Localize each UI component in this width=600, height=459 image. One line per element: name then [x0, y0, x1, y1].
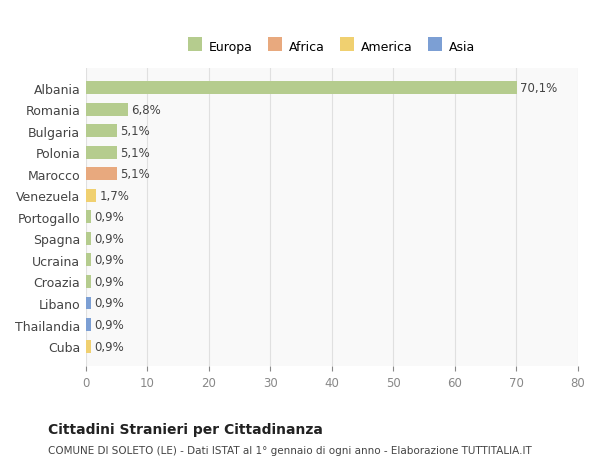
- Text: 0,9%: 0,9%: [94, 297, 124, 310]
- Bar: [86, 319, 91, 331]
- Bar: [86, 103, 128, 117]
- Bar: [86, 82, 517, 95]
- Text: 0,9%: 0,9%: [94, 340, 124, 353]
- Text: 6,8%: 6,8%: [131, 103, 160, 117]
- Text: 0,9%: 0,9%: [94, 275, 124, 288]
- Text: 0,9%: 0,9%: [94, 319, 124, 331]
- Text: 0,9%: 0,9%: [94, 232, 124, 246]
- Text: Cittadini Stranieri per Cittadinanza: Cittadini Stranieri per Cittadinanza: [48, 422, 323, 436]
- Bar: [86, 232, 91, 245]
- Legend: Europa, Africa, America, Asia: Europa, Africa, America, Asia: [183, 36, 481, 59]
- Text: 5,1%: 5,1%: [120, 125, 150, 138]
- Text: 1,7%: 1,7%: [100, 190, 129, 202]
- Text: 0,9%: 0,9%: [94, 254, 124, 267]
- Text: 0,9%: 0,9%: [94, 211, 124, 224]
- Text: 70,1%: 70,1%: [520, 82, 557, 95]
- Bar: [86, 190, 96, 202]
- Text: 5,1%: 5,1%: [120, 168, 150, 181]
- Bar: [86, 125, 117, 138]
- Bar: [86, 340, 91, 353]
- Text: COMUNE DI SOLETO (LE) - Dati ISTAT al 1° gennaio di ogni anno - Elaborazione TUT: COMUNE DI SOLETO (LE) - Dati ISTAT al 1°…: [48, 445, 532, 455]
- Bar: [86, 275, 91, 288]
- Bar: [86, 168, 117, 181]
- Bar: [86, 297, 91, 310]
- Bar: [86, 254, 91, 267]
- Bar: [86, 211, 91, 224]
- Bar: [86, 146, 117, 159]
- Text: 5,1%: 5,1%: [120, 146, 150, 159]
